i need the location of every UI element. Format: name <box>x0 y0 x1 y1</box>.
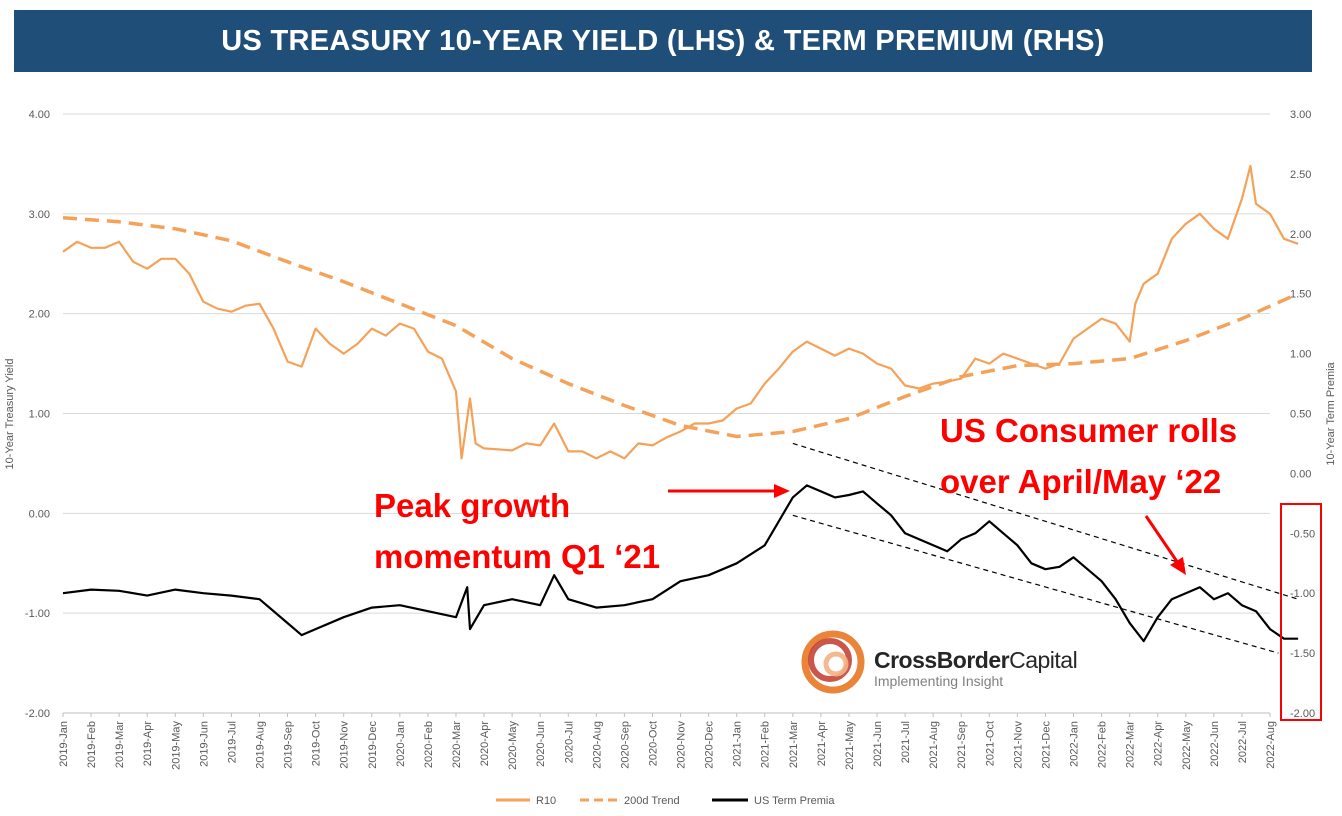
x-tick-label: 2021-Feb <box>760 721 772 768</box>
annotation-peak-growth: Peak growth momentum Q1 ‘21 <box>374 484 790 575</box>
x-tick-label: 2021-Apr <box>816 721 828 767</box>
x-tick-label: 2022-Jan <box>1069 721 1081 767</box>
annotation-arrow-shaft <box>1144 515 1180 564</box>
right-tick-label: 3.00 <box>1290 109 1311 121</box>
x-tick-label: 2021-Jun <box>872 721 884 767</box>
left-tick-label: 4.00 <box>29 109 50 121</box>
trend-channel-upper <box>792 442 1299 600</box>
x-tick-label: 2019-Jun <box>198 721 210 767</box>
left-tick-label: 3.00 <box>29 209 50 221</box>
x-tick-label: 2020-Jun <box>535 721 547 767</box>
x-tick-label: 2021-Nov <box>1012 721 1024 769</box>
series-layer <box>62 164 1299 643</box>
annotation-arrow-head <box>1170 557 1186 575</box>
annotation-peak-line2: momentum Q1 ‘21 <box>374 538 660 575</box>
trend-channel-lower <box>792 514 1279 654</box>
annotation-arrow-head <box>774 484 790 498</box>
right-tick-label: -0.50 <box>1290 528 1315 540</box>
x-tick-label: 2020-Mar <box>451 721 463 768</box>
x-tick-label: 2022-Mar <box>1125 721 1137 768</box>
highlight-box <box>1280 503 1322 721</box>
x-tick-label: 2020-Dec <box>704 721 716 769</box>
x-tick-label: 2020-May <box>507 721 519 770</box>
left-tick-label: -1.00 <box>25 608 50 620</box>
annotation-consumer-line2: over April/May ‘22 <box>940 463 1221 500</box>
annotation-consumer: US Consumer rolls over April/May ‘22 <box>940 412 1237 575</box>
series-line-200d-trend <box>62 216 1299 439</box>
x-tick-label: 2020-Sep <box>619 721 631 769</box>
x-tick-label: 2022-Aug <box>1265 721 1277 769</box>
x-tick-label: 2019-Jul <box>226 721 238 763</box>
trend-channel <box>792 442 1299 654</box>
x-tick-label: 2021-Mar <box>788 721 800 768</box>
x-tick-label: 2019-Sep <box>283 721 295 769</box>
left-tick-label: 2.00 <box>29 309 50 321</box>
series-line-r10 <box>62 164 1299 460</box>
right-tick-label: 0.00 <box>1290 468 1311 480</box>
x-tick-label: 2022-Jul <box>1237 721 1249 763</box>
right-tick-label: -1.00 <box>1290 588 1315 600</box>
x-tick-label: 2021-Jan <box>732 721 744 767</box>
annotation-consumer-line1: US Consumer rolls <box>940 412 1237 449</box>
legend-label-trend: 200d Trend <box>624 795 680 807</box>
logo-wordmark: CrossBorderCapital <box>874 647 1077 673</box>
x-tick-label: 2019-Dec <box>367 721 379 769</box>
x-tick-label: 2019-Jan <box>58 721 70 767</box>
right-axis-title: 10-Year Term Premia <box>1325 361 1337 465</box>
x-tick-label: 2019-Oct <box>311 721 323 766</box>
annotation-peak-line1: Peak growth <box>374 487 570 524</box>
x-tick-label: 2022-Apr <box>1153 721 1165 767</box>
x-tick-label: 2020-Nov <box>676 721 688 769</box>
x-tick-label: 2020-Oct <box>647 721 659 766</box>
left-axis-title: 10-Year Treasury Yield <box>4 359 16 470</box>
x-tick-label: 2019-Nov <box>339 721 351 769</box>
x-tick-label: 2021-Dec <box>1040 721 1052 769</box>
left-tick-label: 0.00 <box>29 508 50 520</box>
legend-label-r10: R10 <box>536 795 556 807</box>
x-axis-ticks: 2019-Jan 2019-Feb 2019-Mar 2019-Apr 2019-May… <box>58 713 1277 770</box>
x-tick-label: 2021-Oct <box>984 721 996 766</box>
right-tick-label: 1.00 <box>1290 349 1311 361</box>
left-tick-label: -2.00 <box>25 708 50 720</box>
x-tick-label: 2020-Jul <box>563 721 575 763</box>
x-tick-label: 2020-Aug <box>591 721 603 769</box>
left-tick-label: 1.00 <box>29 409 50 421</box>
x-tick-label: 2022-Feb <box>1097 721 1109 768</box>
series-line-us-term-premia <box>62 484 1299 643</box>
x-tick-label: 2021-May <box>844 721 856 770</box>
right-axis-ticks: -2.00 -1.50 -1.00 -0.50 0.00 0.50 1.00 1.50 2.00… <box>1290 109 1315 720</box>
right-tick-label: -1.50 <box>1290 648 1315 660</box>
chart-title: US TREASURY 10-YEAR YIELD (LHS) & TERM P… <box>14 10 1312 72</box>
logo-brand-bold: CrossBorder <box>874 647 1010 673</box>
x-tick-label: 2020-Jan <box>395 721 407 767</box>
logo-tagline: Implementing Insight <box>874 673 1003 689</box>
x-tick-label: 2019-Apr <box>142 721 154 767</box>
x-tick-label: 2019-Feb <box>86 721 98 768</box>
logo: CrossBorderCapital Implementing Insight <box>801 630 1078 694</box>
x-tick-label: 2021-Aug <box>928 721 940 769</box>
x-tick-label: 2020-Apr <box>479 721 491 767</box>
x-tick-label: 2021-Jul <box>900 721 912 763</box>
right-tick-label: 0.50 <box>1290 409 1311 421</box>
legend: R10 200d Trend US Term Premia <box>496 795 835 807</box>
x-tick-label: 2020-Feb <box>423 721 435 768</box>
x-tick-label: 2019-May <box>170 721 182 770</box>
logo-brand-regular: Capital <box>1009 647 1077 673</box>
x-tick-label: 2022-Jun <box>1209 721 1221 767</box>
right-tick-label: 2.00 <box>1290 229 1311 241</box>
right-tick-label: 1.50 <box>1290 289 1311 301</box>
x-tick-label: 2019-Aug <box>254 721 266 769</box>
left-axis-ticks: -2.00 -1.00 0.00 1.00 2.00 3.00 4.00 <box>25 109 50 720</box>
logo-swirl-icon <box>801 630 865 694</box>
right-tick-label: -2.00 <box>1290 708 1315 720</box>
legend-label-term-premia: US Term Premia <box>754 795 835 807</box>
right-tick-label: 2.50 <box>1290 169 1311 181</box>
x-tick-label: 2022-May <box>1181 721 1193 770</box>
x-tick-label: 2019-Mar <box>114 721 126 768</box>
x-tick-label: 2021-Sep <box>956 721 968 769</box>
